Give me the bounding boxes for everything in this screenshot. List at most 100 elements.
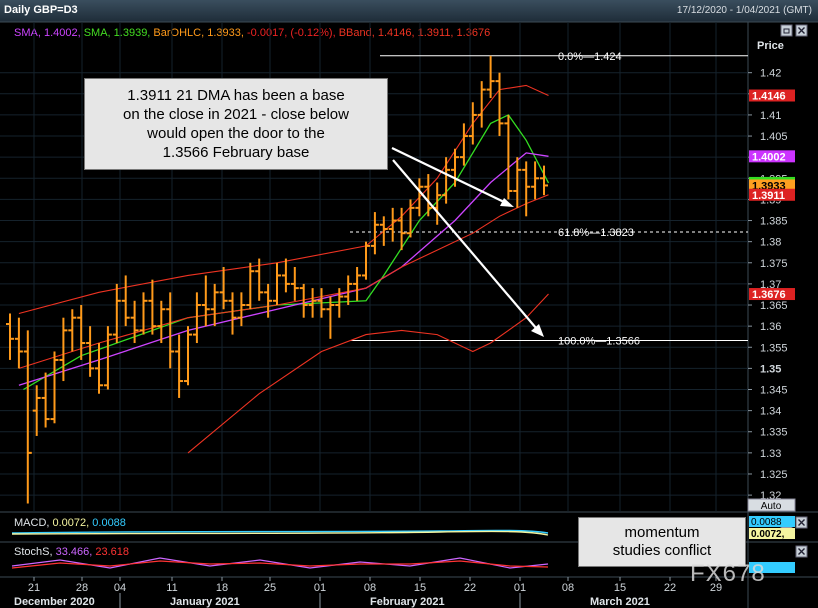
price-badge-label: 1.3911	[752, 190, 785, 202]
legend-entry: SMA, 1.3939,	[81, 27, 151, 39]
x-tick-label: 11	[166, 582, 177, 594]
ohlc-bar	[317, 288, 326, 318]
x-tick-label: 08	[364, 582, 376, 594]
callout-line-3: would open the door to the	[147, 125, 325, 142]
y-tick-label: 1.42	[760, 68, 781, 80]
y-tick-label: 1.385	[760, 216, 788, 228]
ohlc-bar	[184, 326, 192, 386]
macd-signal-line	[11, 529, 549, 534]
x-tick-label: 21	[28, 582, 40, 594]
x-tick-label: 01	[314, 582, 326, 594]
price-badge-label: 1.4146	[752, 91, 786, 103]
x-tick-label: 25	[264, 582, 276, 594]
y-tick-label: 1.365	[760, 300, 788, 312]
ohlc-bar	[522, 161, 531, 217]
callout-line-1: 1.3911 21 DMA has been a base	[127, 87, 345, 104]
ohlc-bars	[6, 55, 548, 504]
ohlc-bar	[6, 313, 14, 360]
analysis-callout: 1.3911 21 DMA has been a base on the clo…	[84, 78, 388, 170]
ohlc-bar	[468, 102, 477, 145]
bband-lower-line	[187, 293, 549, 454]
x-tick-label: 08	[562, 582, 574, 594]
month-label: December 2020	[14, 596, 95, 608]
auto-scale-button[interactable]	[747, 498, 796, 512]
legend-value: 0.0072,	[49, 517, 89, 529]
y-tick-label: 1.405	[760, 131, 788, 143]
arrow-head-feb-base	[531, 324, 544, 337]
ohlc-bar	[370, 212, 379, 255]
x-tick-label: 22	[664, 582, 676, 594]
ohlc-bar	[219, 267, 228, 310]
ohlc-bar	[139, 292, 148, 335]
ohlc-bar	[335, 288, 344, 318]
ohlc-bar	[353, 267, 362, 301]
x-tick-label: 01	[514, 582, 526, 594]
arrow-to-feb-base	[392, 159, 537, 329]
legend-value: MACD,	[14, 517, 49, 529]
y-tick-label: 1.345	[760, 385, 788, 397]
ohlc-bar	[415, 178, 424, 217]
ohlc-bar	[148, 279, 157, 335]
ohlc-bar	[103, 326, 112, 390]
ohlc-bar	[210, 283, 219, 327]
date-range-label: 17/12/2020 - 1/04/2021 (GMT)	[676, 5, 812, 16]
x-tick-label: 28	[76, 582, 88, 594]
ohlc-bar	[362, 241, 370, 280]
macd-legend: MACD, 0.0072, 0.0088	[14, 517, 126, 529]
fibonacci-levels: 0.0%—1.424 61.8%—1.3823 100.0%—1.3566	[350, 51, 748, 348]
ohlc-bar	[192, 292, 201, 344]
y-tick-label: 1.37	[760, 279, 781, 291]
chart-instrument-title: Daily GBP=D3	[4, 4, 78, 16]
stoch-badge	[749, 562, 795, 573]
macd-value-badge	[749, 528, 795, 539]
ohlc-bar	[388, 207, 397, 242]
x-tick-label: 15	[614, 582, 626, 594]
month-label: February 2021	[370, 596, 445, 608]
arrow-head-21dma	[500, 198, 514, 207]
auto-scale-label: Auto	[761, 501, 782, 512]
momentum-callout: momentum studies conflict	[578, 517, 746, 567]
date-axis: 21 28 04 11 18 25 01 08 15 22 01 08 15 22 29 December 2…	[14, 577, 722, 608]
macd-value-badge-text: 0.0072,	[751, 529, 785, 540]
ohlc-bar	[112, 283, 121, 344]
y-tick-label: 1.375	[760, 258, 788, 270]
ohlc-bar	[326, 296, 335, 339]
y-tick-label: 1.33	[760, 448, 781, 460]
ohlc-bar	[95, 343, 103, 394]
ohlc-bar	[504, 114, 513, 200]
price-badge	[749, 150, 795, 163]
price-badge	[749, 188, 795, 201]
y-tick-label: 1.41	[760, 110, 781, 122]
ohlc-bar	[50, 351, 59, 424]
price-badge	[749, 89, 795, 102]
legend-value: 23.618	[92, 546, 129, 558]
legend-value: 0.0088	[89, 517, 126, 529]
macd-line	[11, 530, 549, 536]
stoch-k-line	[11, 557, 549, 569]
price-axis-title: Price	[757, 40, 784, 52]
ohlc-bar	[513, 157, 522, 208]
ohlc-bar	[264, 283, 273, 318]
price-badge	[749, 179, 795, 192]
month-label: March 2021	[590, 596, 650, 608]
arrow-to-21dma	[391, 147, 505, 203]
legend-entry: BarOHLC, 1.3933,	[150, 27, 244, 39]
y-tick-label: 1.35	[760, 363, 781, 375]
restore-icon[interactable]	[780, 24, 793, 37]
x-tick-label: 29	[710, 582, 722, 594]
indicator-legend: SMA, 1.4002, SMA, 1.3939, BarOHLC, 1.393…	[14, 27, 490, 39]
ohlc-bar	[486, 55, 495, 99]
ohlc-bar	[77, 305, 86, 360]
macd-signal-badge	[749, 516, 795, 527]
fib-100-label: 100.0%—1.3566	[558, 336, 640, 348]
price-axis: Price1.421.4151.411.4051.41.3951.391.385…	[748, 40, 788, 502]
ohlc-bar	[175, 334, 184, 398]
y-tick-label: 1.38	[760, 237, 781, 249]
x-tick-label: 04	[114, 582, 126, 594]
ohlc-bar	[86, 326, 95, 377]
ohlc-bar	[32, 385, 41, 436]
stoch-d-line	[11, 560, 549, 569]
ohlc-bar	[531, 161, 540, 200]
